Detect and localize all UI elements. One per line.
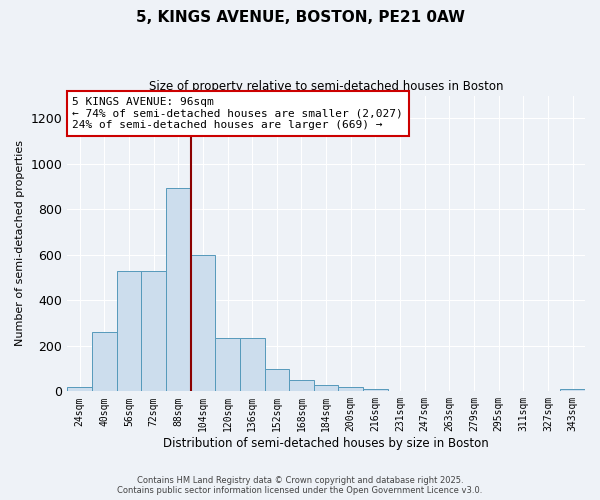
Title: Size of property relative to semi-detached houses in Boston: Size of property relative to semi-detach… <box>149 80 503 93</box>
Text: 5, KINGS AVENUE, BOSTON, PE21 0AW: 5, KINGS AVENUE, BOSTON, PE21 0AW <box>136 10 464 25</box>
Bar <box>338 387 363 392</box>
Bar <box>289 380 314 392</box>
Bar <box>141 270 166 392</box>
Bar <box>92 332 116 392</box>
Bar <box>363 389 388 392</box>
Bar <box>67 387 92 392</box>
Bar <box>265 368 289 392</box>
Bar <box>116 270 141 392</box>
Bar <box>215 338 240 392</box>
Text: Contains HM Land Registry data © Crown copyright and database right 2025.
Contai: Contains HM Land Registry data © Crown c… <box>118 476 482 495</box>
Bar <box>314 384 338 392</box>
Bar <box>166 188 191 392</box>
Bar <box>560 389 585 392</box>
Text: 5 KINGS AVENUE: 96sqm
← 74% of semi-detached houses are smaller (2,027)
24% of s: 5 KINGS AVENUE: 96sqm ← 74% of semi-deta… <box>73 97 403 130</box>
X-axis label: Distribution of semi-detached houses by size in Boston: Distribution of semi-detached houses by … <box>163 437 489 450</box>
Bar <box>191 255 215 392</box>
Y-axis label: Number of semi-detached properties: Number of semi-detached properties <box>15 140 25 346</box>
Bar <box>240 338 265 392</box>
